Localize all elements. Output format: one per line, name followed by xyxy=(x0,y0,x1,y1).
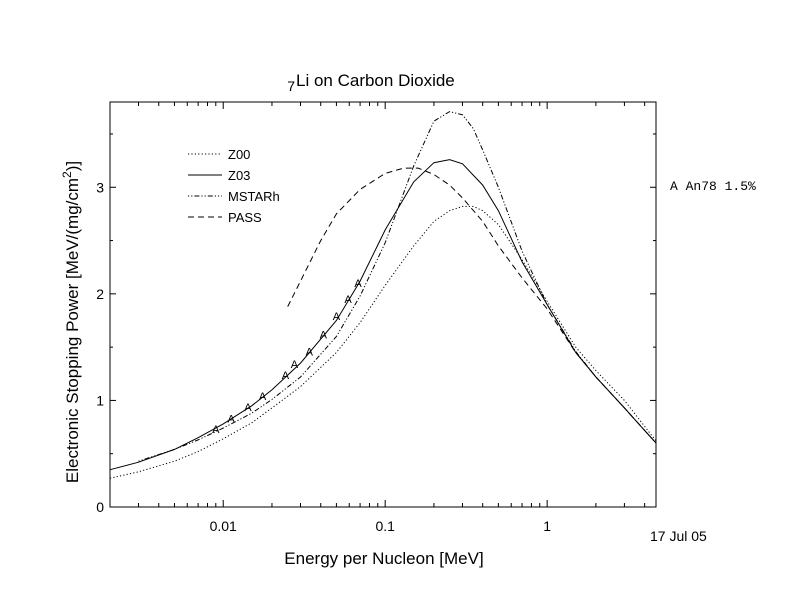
y-axis-label-main: Electronic Stopping Power [MeV/(mg/cm xyxy=(63,178,82,483)
data-point-marker: A xyxy=(333,311,341,323)
x-tick-label: 0.01 xyxy=(210,518,237,534)
data-point-marker: A xyxy=(212,424,220,436)
legend-label-mstarh: MSTARh xyxy=(228,189,280,204)
legend-label-pass: PASS xyxy=(228,210,262,225)
data-point-marker: A xyxy=(282,370,290,382)
legend-label-z03: Z03 xyxy=(228,168,250,183)
y-tick-label: 1 xyxy=(96,392,104,408)
data-point-marker: A xyxy=(354,278,362,290)
plot-frame xyxy=(109,101,657,508)
y-tick-label: 0 xyxy=(96,499,104,515)
series-line-pass xyxy=(287,167,657,444)
series-layer xyxy=(109,111,657,479)
data-point-marker: A xyxy=(291,359,299,371)
legend: Z00 Z03 MSTARh PASS xyxy=(188,147,280,225)
date-stamp: 17 Jul 05 xyxy=(650,528,707,544)
y-axis-label: Electronic Stopping Power [MeV/(mg/cm2)] xyxy=(60,161,82,483)
side-annotation: A An78 1.5% xyxy=(670,179,756,194)
x-axis-label: Energy per Nucleon [MeV] xyxy=(284,549,483,568)
series-line-z03 xyxy=(109,159,657,471)
y-axis-label-superscript: 2 xyxy=(60,171,74,178)
y-tick-label: 2 xyxy=(96,286,104,302)
data-point-marker: A xyxy=(228,414,236,426)
series-line-mstarh xyxy=(138,111,657,462)
y-tick-label: 3 xyxy=(96,179,104,195)
data-point-marker: A xyxy=(244,402,252,414)
data-point-marker: A xyxy=(259,391,267,403)
axis-ticks: 0 1 2 3 0.01 0.1 1 xyxy=(96,102,656,534)
x-tick-label: 0.1 xyxy=(375,518,395,534)
data-point-marker: A xyxy=(306,346,314,358)
chart-title: Li on Carbon Dioxide xyxy=(296,71,455,90)
chart-title-superscript: 7 xyxy=(287,78,295,94)
data-point-marker: A xyxy=(344,294,352,306)
series-line-z00 xyxy=(109,205,657,479)
data-point-marker: A xyxy=(320,329,328,341)
x-tick-label: 1 xyxy=(543,518,551,534)
y-axis-label-end: )] xyxy=(63,161,82,171)
legend-label-z00: Z00 xyxy=(228,147,250,162)
